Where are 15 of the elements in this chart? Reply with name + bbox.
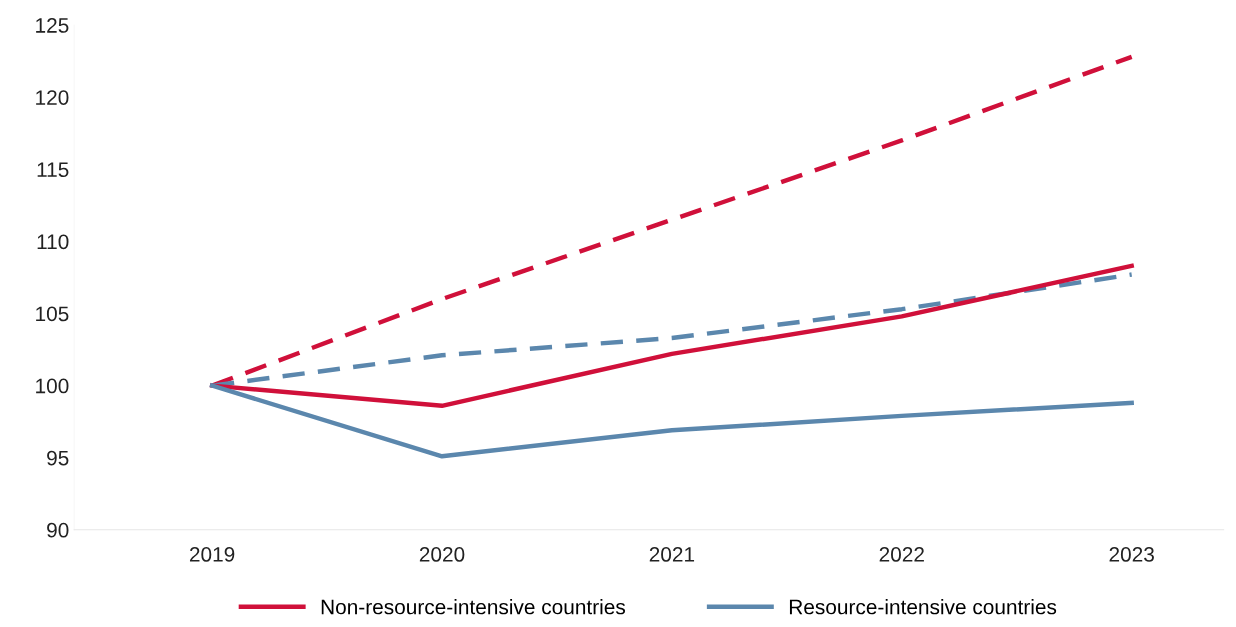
x-tick-label: 2022 (879, 547, 924, 562)
y-tick-label: 120 (36, 90, 69, 105)
y-tick-label: 90 (47, 522, 69, 538)
y-tick-label: 95 (47, 450, 69, 466)
y-tick-label: 115 (37, 162, 69, 178)
legend-label: Resource-intensive countries (789, 599, 1057, 615)
x-tick-label: 2019 (189, 547, 235, 562)
x-tick-label: 2020 (419, 547, 465, 562)
y-tick-label: 110 (37, 234, 69, 250)
x-tick-label: 2021 (649, 547, 695, 562)
y-tick-label: 100 (36, 378, 69, 394)
legend-label: Non-resource-intensive countries (321, 599, 626, 615)
x-tick-label: 2023 (1109, 547, 1154, 562)
y-tick-label: 105 (36, 306, 69, 322)
y-tick-label: 125 (36, 18, 69, 33)
